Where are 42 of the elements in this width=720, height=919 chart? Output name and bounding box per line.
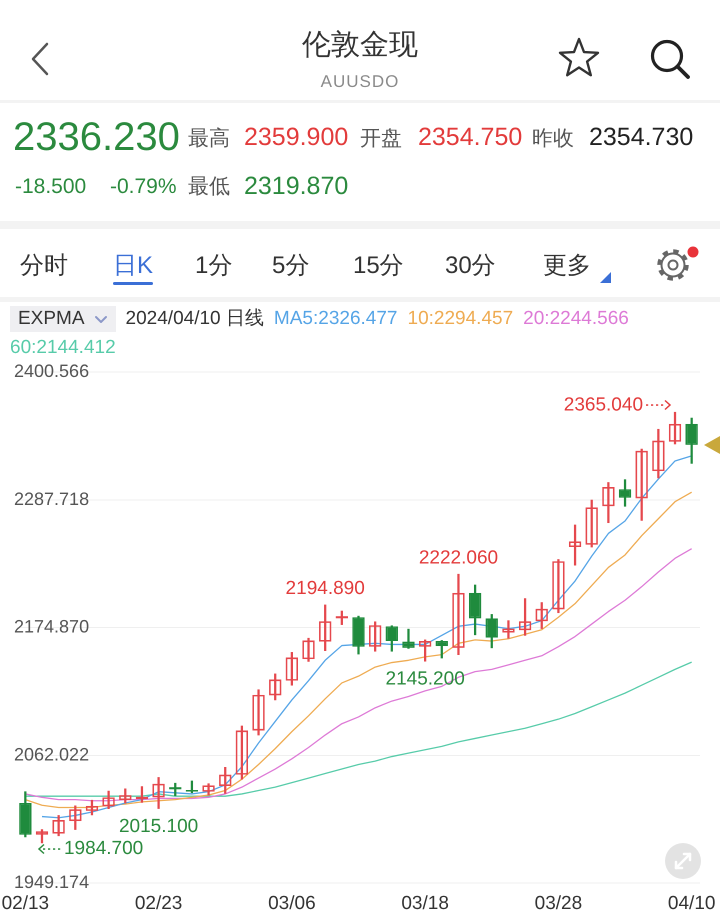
text: 昨收	[532, 126, 574, 150]
text: 分时	[20, 252, 68, 279]
annotation: 2015.100	[118, 816, 198, 837]
text: 30分	[445, 252, 496, 279]
x-tick-label: 03/18	[401, 892, 449, 914]
x-tick-label: 02/13	[2, 892, 50, 914]
annotation: 2365.040	[564, 394, 644, 416]
text: 更多	[543, 252, 591, 279]
text: 2319.870	[244, 172, 348, 200]
y-tick-label: 1949.174	[14, 872, 90, 892]
chart-title: 伦敦金现	[301, 29, 419, 61]
y-tick-label: 2062.022	[14, 744, 90, 764]
x-tick-label: 03/06	[268, 892, 316, 914]
text: 5分	[272, 252, 310, 279]
text: 2359.900	[244, 122, 348, 150]
x-tick-label: 04/10	[668, 892, 716, 914]
legend-title: EXPMA	[18, 307, 85, 331]
text: 2336.230	[13, 115, 180, 159]
text: 20:2244.566	[523, 307, 629, 331]
annotation: 2194.890	[286, 578, 365, 600]
text: 1分	[195, 252, 232, 279]
text: 开盘	[360, 126, 402, 150]
text: 2354.730	[589, 122, 694, 150]
y-tick-label: 2174.870	[14, 616, 90, 637]
text: 2024/04/10 日线	[126, 307, 264, 331]
text: -18.500	[15, 174, 86, 198]
text: 2354.750	[418, 122, 522, 150]
text: -0.79%	[110, 174, 177, 198]
x-tick-label: 02/23	[134, 892, 182, 914]
text: 15分	[353, 252, 404, 279]
text: 最高	[188, 126, 230, 150]
annotation: 1984.700	[64, 838, 144, 860]
y-tick-label: 2287.718	[14, 488, 90, 509]
text: 10:2294.457	[408, 307, 514, 331]
annotation: 2222.060	[418, 547, 498, 568]
text: 最低	[188, 174, 230, 198]
text: MA5:2326.477	[274, 307, 398, 331]
y-tick-label: 2400.566	[14, 360, 90, 381]
chart-subtitle: AUUSDO	[320, 72, 400, 91]
text: 60:2144.412	[10, 336, 116, 360]
x-tick-label: 03/28	[534, 892, 582, 914]
text: 日K	[113, 252, 154, 279]
